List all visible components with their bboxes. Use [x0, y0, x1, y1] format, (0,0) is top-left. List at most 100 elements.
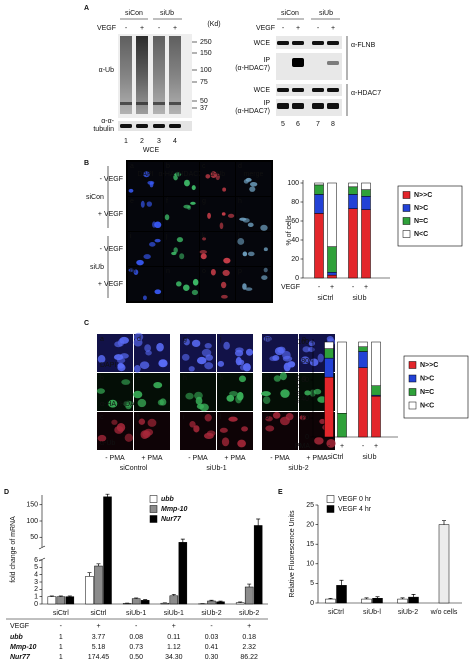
image-letter: l: [220, 414, 222, 421]
y-axis-title: % of cells: [295, 374, 302, 404]
y-tick-label: 0: [310, 600, 314, 607]
cell: [227, 213, 235, 218]
cell: [191, 339, 201, 348]
cell: [114, 341, 123, 348]
blot-band: [136, 102, 148, 105]
bar-segment: [327, 272, 337, 276]
bar-segment: [314, 194, 324, 214]
cell: [146, 201, 153, 207]
cell: [133, 269, 139, 275]
cell: [300, 356, 310, 365]
channel-label: α-Ub: [100, 440, 115, 447]
image-letter: d: [238, 163, 242, 170]
bar: [325, 598, 336, 604]
lane-number: 8: [331, 121, 335, 128]
cell: [219, 222, 224, 230]
x-tick-label: +: [340, 443, 344, 450]
lane-number: 6: [296, 121, 300, 128]
image-letter: p: [238, 268, 242, 275]
legend-swatch: [326, 495, 335, 503]
bar: [397, 598, 408, 604]
error-bar: [247, 583, 252, 587]
treatment-label: VEGF: [256, 25, 275, 32]
channel-label: merge: [244, 171, 264, 178]
cell: [263, 267, 268, 273]
blot-band: [169, 124, 181, 128]
bar-segment: [361, 182, 371, 190]
row-label: IP: [263, 57, 270, 64]
bar-segment: [371, 341, 381, 386]
table-cell: 34.30: [165, 654, 183, 660]
treatment-label: + VEGF: [98, 211, 123, 218]
cell: [249, 186, 256, 192]
cell: [210, 268, 216, 276]
treatment-label: PMA: [295, 443, 311, 450]
cell: [191, 289, 199, 296]
error-bar: [375, 596, 380, 599]
cell: [154, 238, 161, 243]
bar-segment: [324, 348, 334, 359]
table-cell: 86.22: [240, 654, 258, 660]
row-label: WCE: [254, 87, 271, 94]
x-tick-label: +: [330, 284, 334, 291]
cell: [138, 418, 146, 425]
sign-label: -: [158, 25, 161, 32]
y-tick-label: 2: [34, 586, 38, 593]
legend-label: ubb: [161, 496, 175, 503]
bar-segment: [361, 196, 371, 210]
table-cell: 0.08: [129, 634, 143, 641]
legend-swatch: [402, 230, 411, 238]
treatment-label: - PMA: [105, 455, 125, 462]
image-letter: c: [202, 163, 206, 170]
cell: [245, 287, 253, 291]
cell: [188, 366, 195, 372]
cell: [119, 336, 129, 344]
antibody-label: tubulin: [93, 126, 114, 133]
cell: [272, 412, 281, 419]
image-letter: o: [202, 268, 206, 275]
table-cell: 1.12: [167, 644, 181, 651]
cell: [221, 212, 226, 216]
image-letter: m: [265, 336, 271, 343]
kd-marker: 50: [200, 98, 208, 105]
cell: [128, 268, 134, 272]
condition-label: siUb: [90, 264, 104, 271]
cell: [235, 394, 242, 404]
sign-label: +: [173, 25, 177, 32]
cell: [309, 358, 319, 367]
cell: [326, 438, 336, 448]
error-bar: [209, 599, 214, 601]
cell: [189, 421, 196, 428]
error-bar: [400, 597, 405, 600]
legend-swatch: [408, 401, 417, 410]
bar: [140, 600, 150, 605]
legend-label: N>>C: [420, 362, 438, 369]
blot-band: [327, 103, 339, 109]
cell: [222, 269, 230, 277]
cell: [196, 356, 207, 365]
table-cell: 0.73: [129, 644, 143, 651]
kd-marker: 100: [200, 67, 212, 74]
micrograph: [164, 232, 199, 266]
cell: [238, 359, 245, 366]
table-cell: 3.77: [92, 634, 106, 641]
image-letter: k: [220, 375, 224, 382]
image-letter: g: [202, 198, 206, 205]
condition-label: siCon: [86, 194, 104, 201]
group-label: siUb: [352, 295, 366, 302]
legend-swatch: [326, 505, 335, 513]
cell: [245, 348, 254, 356]
y-tick-label: 10: [306, 561, 314, 568]
cell: [193, 425, 200, 433]
y-tick-label: 50: [30, 534, 38, 541]
bar: [336, 585, 347, 604]
x-tick-label: -: [362, 443, 365, 450]
image-letter: j: [165, 233, 168, 240]
bar: [47, 596, 57, 605]
treatment-label: - PMA: [270, 455, 290, 462]
y-tick-label: 150: [26, 502, 38, 509]
cell: [136, 259, 144, 266]
cell: [113, 354, 124, 361]
treatment-label: + PMA: [306, 455, 328, 462]
bar-segment: [327, 274, 337, 279]
